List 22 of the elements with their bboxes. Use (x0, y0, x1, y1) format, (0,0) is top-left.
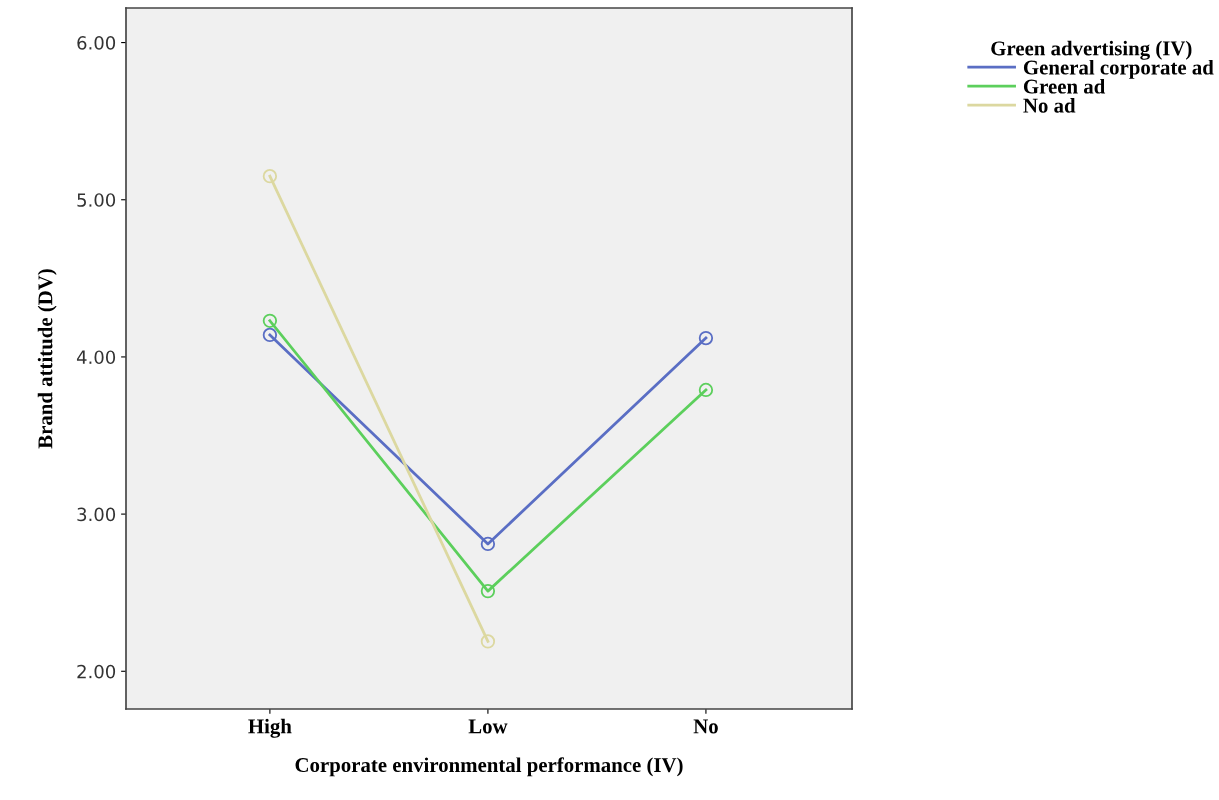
x-tick-label: No (693, 719, 718, 734)
x-tick-label: High (248, 718, 292, 738)
legend-label: No ad (1023, 97, 1076, 113)
point (480, 583, 496, 599)
point (698, 382, 714, 398)
point (698, 330, 714, 346)
point (262, 327, 278, 343)
x-axis-title: Corporate environmental performance (IV) (295, 757, 683, 777)
y-tick-label: 5.00 (77, 193, 116, 207)
legend-label: Green ad (1023, 78, 1106, 94)
legend-label: General corporate ad (1023, 59, 1214, 79)
y-tick-label: 2.00 (77, 664, 116, 679)
point (480, 536, 496, 552)
y-tick-label: 3.00 (77, 507, 116, 522)
point (262, 313, 278, 328)
point (262, 169, 278, 184)
x-tick-label: Low (468, 719, 508, 734)
y-tick-label: 4.00 (76, 350, 116, 365)
legend-title: Green advertising (IV) (991, 40, 1192, 60)
point (480, 634, 496, 649)
y-tick-label: 6.00 (77, 36, 116, 50)
y-axis-title: Brand attitude (DV) (37, 269, 57, 449)
